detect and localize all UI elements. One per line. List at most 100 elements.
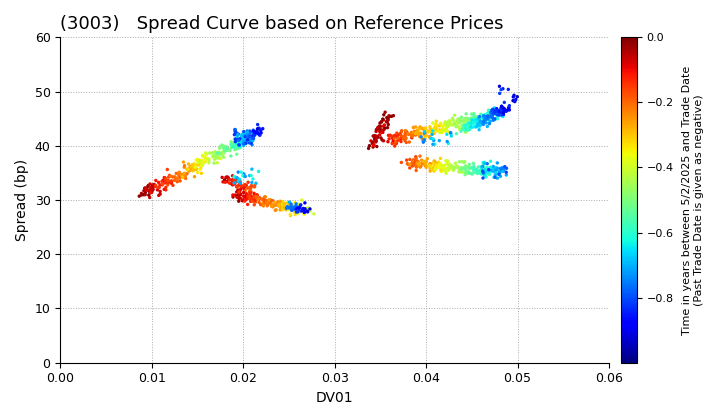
Point	[244, 187, 256, 194]
Point	[462, 119, 474, 126]
Point	[234, 180, 246, 186]
Point	[413, 159, 424, 165]
Point	[158, 177, 169, 184]
Point	[503, 105, 515, 111]
Point	[243, 134, 255, 140]
Point	[482, 167, 494, 174]
Point	[468, 168, 480, 174]
Point	[248, 131, 259, 137]
Point	[238, 128, 249, 135]
Point	[508, 94, 519, 100]
Point	[411, 128, 423, 134]
Point	[232, 136, 243, 143]
Point	[234, 140, 246, 147]
Point	[426, 131, 438, 138]
Point	[420, 125, 431, 131]
Point	[154, 188, 166, 195]
Point	[285, 205, 297, 211]
Point	[431, 161, 442, 168]
Point	[233, 177, 244, 184]
Point	[462, 116, 473, 123]
Point	[296, 197, 307, 203]
Point	[238, 196, 250, 203]
Point	[219, 148, 230, 155]
Point	[395, 129, 407, 135]
Point	[207, 153, 218, 160]
Point	[365, 137, 377, 144]
Point	[240, 193, 252, 200]
Point	[247, 137, 258, 144]
Point	[227, 177, 238, 184]
Point	[174, 174, 186, 181]
Point	[290, 200, 302, 207]
Point	[478, 117, 490, 123]
Point	[394, 131, 405, 137]
Point	[253, 199, 265, 206]
Point	[384, 132, 396, 139]
Point	[483, 171, 495, 178]
Point	[454, 168, 465, 175]
Point	[412, 158, 423, 165]
Point	[480, 116, 492, 123]
Point	[468, 121, 480, 128]
Point	[233, 192, 244, 198]
Point	[429, 165, 441, 172]
Point	[492, 167, 503, 173]
Point	[282, 205, 294, 212]
Point	[375, 123, 387, 130]
Point	[229, 131, 240, 138]
Point	[412, 158, 423, 165]
Point	[443, 118, 454, 125]
Point	[425, 126, 436, 132]
Point	[246, 182, 257, 189]
Point	[269, 201, 281, 208]
Point	[242, 195, 253, 202]
Point	[239, 133, 251, 140]
Point	[478, 113, 490, 119]
Point	[385, 113, 397, 120]
Point	[280, 205, 292, 211]
Point	[480, 119, 492, 126]
Point	[441, 127, 452, 134]
Point	[445, 121, 456, 128]
Point	[475, 113, 487, 120]
Point	[413, 160, 424, 167]
Point	[474, 121, 485, 128]
Point	[299, 205, 310, 212]
Point	[463, 118, 474, 125]
Point	[374, 120, 386, 126]
Point	[467, 117, 478, 124]
Point	[489, 108, 500, 115]
Point	[422, 129, 433, 135]
Point	[218, 143, 230, 150]
Point	[238, 137, 250, 144]
Point	[287, 206, 299, 213]
Point	[442, 161, 454, 168]
Point	[457, 118, 469, 124]
Point	[431, 118, 442, 124]
Point	[282, 204, 293, 211]
Point	[434, 160, 446, 167]
Point	[246, 136, 257, 142]
Point	[474, 168, 485, 175]
Point	[217, 152, 228, 159]
Point	[498, 167, 510, 174]
Point	[410, 123, 421, 130]
Point	[399, 137, 410, 144]
Point	[143, 187, 155, 194]
Point	[485, 109, 496, 116]
Point	[153, 179, 164, 186]
Point	[194, 157, 206, 164]
Point	[237, 134, 248, 141]
Point	[491, 105, 503, 112]
Point	[229, 142, 240, 149]
Point	[490, 110, 502, 117]
Point	[382, 121, 394, 128]
Point	[499, 107, 510, 113]
Point	[457, 124, 469, 131]
Point	[248, 197, 260, 204]
Point	[462, 122, 474, 129]
Point	[414, 130, 426, 136]
Point	[479, 171, 490, 178]
Point	[212, 149, 224, 156]
